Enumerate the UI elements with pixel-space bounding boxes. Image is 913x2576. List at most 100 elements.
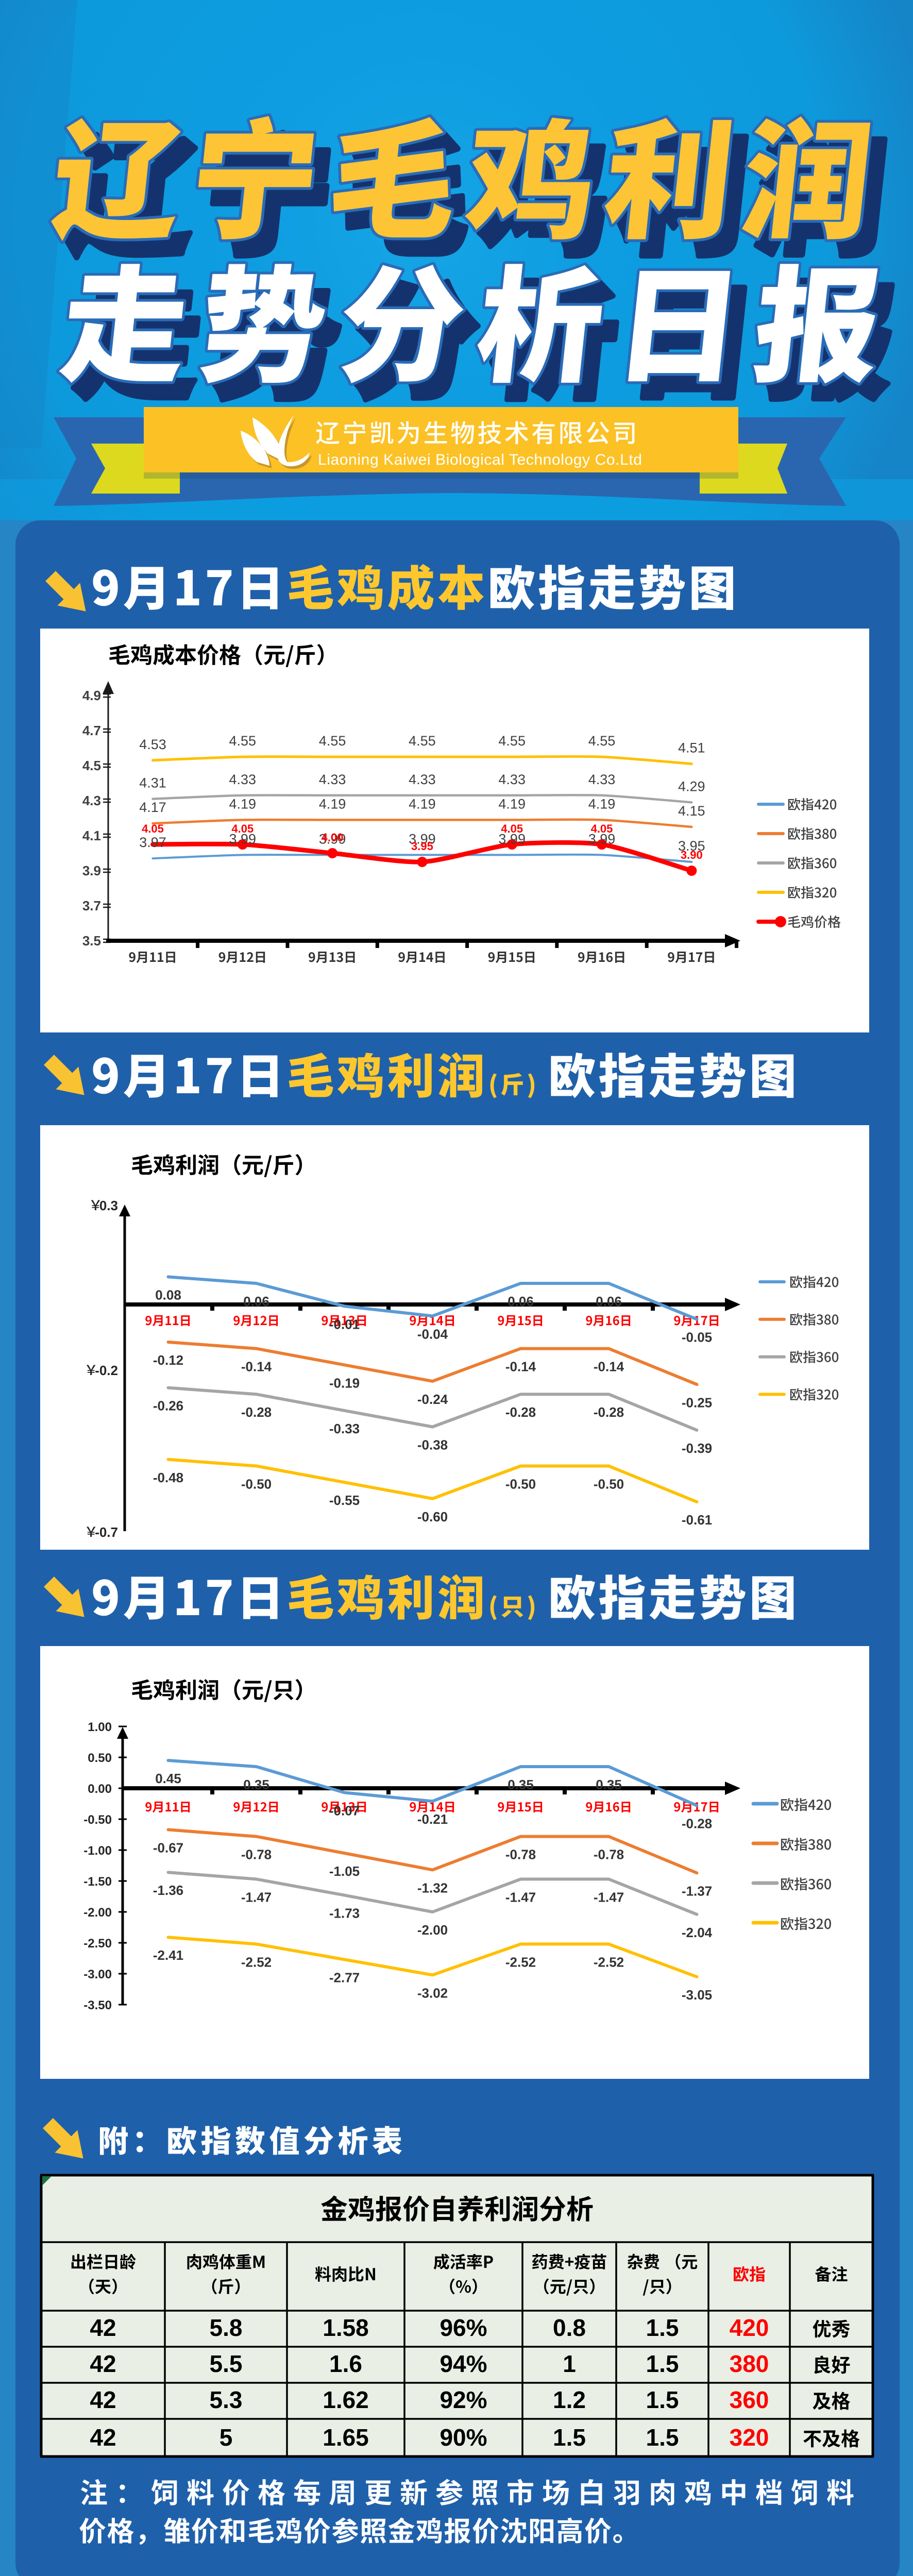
svg-text:4.19: 4.19 [229, 796, 257, 811]
svg-text:4.33: 4.33 [588, 772, 616, 787]
svg-text:4.55: 4.55 [229, 733, 257, 749]
svg-text:-0.50: -0.50 [594, 1477, 624, 1492]
svg-text:-0.50: -0.50 [505, 1477, 536, 1492]
svg-text:0.06: 0.06 [243, 1294, 269, 1309]
svg-text:0.06: 0.06 [596, 1294, 622, 1309]
svg-text:-0.21: -0.21 [417, 1811, 448, 1827]
svg-text:5.5: 5.5 [210, 2350, 243, 2377]
svg-text:4.33: 4.33 [229, 772, 257, 787]
svg-text:-0.25: -0.25 [682, 1395, 712, 1410]
svg-text:3.99: 3.99 [588, 831, 616, 846]
svg-text:3.99: 3.99 [229, 831, 257, 846]
svg-text:-1.00: -1.00 [83, 1844, 112, 1858]
svg-text:-2.52: -2.52 [241, 1954, 272, 1970]
svg-text:-0.28: -0.28 [505, 1404, 536, 1420]
svg-text:-0.78: -0.78 [241, 1847, 272, 1862]
svg-text:0.8: 0.8 [553, 2314, 586, 2341]
svg-text:0.06: 0.06 [508, 1294, 534, 1309]
svg-text:-0.2: -0.2 [95, 1363, 118, 1378]
svg-text:-0.19: -0.19 [329, 1375, 360, 1391]
svg-text:4.3: 4.3 [82, 793, 101, 808]
svg-text:3.7: 3.7 [82, 898, 101, 913]
svg-text:1.5: 1.5 [646, 2386, 679, 2413]
svg-text:1.2: 1.2 [553, 2386, 586, 2413]
svg-text:4.33: 4.33 [409, 772, 436, 787]
svg-text:3.9: 3.9 [82, 863, 101, 878]
svg-text:4.53: 4.53 [139, 737, 166, 752]
svg-text:Liaoning Kaiwei Biological Tec: Liaoning Kaiwei Biological Technology Co… [318, 451, 643, 468]
svg-text:4.33: 4.33 [498, 772, 526, 787]
svg-text:-1.47: -1.47 [594, 1889, 624, 1905]
svg-text:3.99: 3.99 [409, 831, 436, 846]
svg-text:-0.55: -0.55 [329, 1493, 360, 1508]
svg-text:4.19: 4.19 [498, 796, 526, 811]
svg-text:92%: 92% [439, 2386, 487, 2413]
svg-text:1.00: 1.00 [88, 1720, 112, 1734]
svg-text:3.5: 3.5 [82, 933, 101, 948]
svg-text:3.95: 3.95 [411, 840, 433, 853]
svg-text:-2.04: -2.04 [682, 1925, 713, 1940]
svg-text:5: 5 [219, 2424, 233, 2451]
svg-text:-3.05: -3.05 [682, 1987, 712, 2003]
svg-text:-2.50: -2.50 [83, 1937, 112, 1951]
svg-text:-1.50: -1.50 [83, 1875, 112, 1889]
svg-text:4.7: 4.7 [82, 723, 101, 738]
svg-text:1.6: 1.6 [329, 2350, 362, 2377]
svg-text:-0.24: -0.24 [417, 1392, 448, 1407]
svg-text:90%: 90% [439, 2424, 487, 2451]
svg-text:-0.14: -0.14 [505, 1359, 536, 1375]
svg-text:-0.38: -0.38 [417, 1437, 448, 1453]
svg-text:-0.50: -0.50 [241, 1477, 272, 1492]
svg-text:-0.61: -0.61 [682, 1512, 712, 1528]
svg-text:-1.47: -1.47 [241, 1889, 272, 1905]
svg-text:-0.26: -0.26 [153, 1398, 183, 1414]
svg-text:4.5: 4.5 [82, 758, 101, 773]
svg-text:1.5: 1.5 [646, 2424, 679, 2451]
svg-text:4.19: 4.19 [409, 796, 436, 811]
svg-text:0.00: 0.00 [88, 1782, 112, 1796]
svg-text:5.3: 5.3 [210, 2386, 243, 2413]
svg-text:3.99: 3.99 [498, 831, 526, 846]
svg-text:4.9: 4.9 [82, 688, 101, 703]
svg-text:-0.48: -0.48 [153, 1470, 183, 1485]
svg-text:0.45: 0.45 [155, 1771, 181, 1786]
svg-text:3.95: 3.95 [678, 838, 705, 854]
svg-text:3.90: 3.90 [681, 849, 703, 861]
svg-text:-2.52: -2.52 [594, 1954, 624, 1970]
svg-text:-1.32: -1.32 [417, 1880, 448, 1895]
svg-text:-3.00: -3.00 [83, 1968, 112, 1981]
svg-text:0.50: 0.50 [88, 1751, 112, 1765]
svg-text:5.8: 5.8 [210, 2314, 243, 2341]
svg-text:4.19: 4.19 [319, 796, 346, 811]
svg-text:1.58: 1.58 [323, 2314, 369, 2341]
svg-text:-0.60: -0.60 [417, 1509, 448, 1524]
svg-text:-0.12: -0.12 [153, 1352, 183, 1368]
svg-text:4.55: 4.55 [588, 733, 616, 749]
svg-text:-1.47: -1.47 [505, 1889, 536, 1905]
svg-text:4.19: 4.19 [588, 796, 616, 811]
svg-text:380: 380 [730, 2350, 769, 2377]
svg-text:-0.28: -0.28 [682, 1816, 712, 1832]
svg-text:4.51: 4.51 [678, 740, 705, 756]
svg-text:-2.77: -2.77 [329, 1970, 360, 1985]
svg-text:-0.14: -0.14 [241, 1359, 272, 1375]
svg-text:-0.78: -0.78 [505, 1847, 536, 1862]
svg-text:4.55: 4.55 [409, 733, 436, 749]
svg-text:-0.01: -0.01 [329, 1316, 360, 1332]
svg-text:96%: 96% [439, 2314, 487, 2341]
svg-text:1: 1 [563, 2350, 576, 2377]
svg-text:-0.14: -0.14 [594, 1359, 624, 1375]
svg-text:42: 42 [90, 2314, 116, 2341]
svg-text:0.35: 0.35 [508, 1777, 534, 1792]
svg-text:0.08: 0.08 [155, 1287, 181, 1302]
svg-text:-0.50: -0.50 [83, 1813, 112, 1827]
svg-text:-1.36: -1.36 [153, 1883, 183, 1898]
svg-text:-3.50: -3.50 [83, 1998, 112, 2012]
svg-text:1.5: 1.5 [646, 2350, 679, 2377]
svg-text:4.1: 4.1 [82, 828, 101, 843]
svg-text:0.35: 0.35 [596, 1777, 622, 1792]
svg-text:-2.00: -2.00 [417, 1922, 448, 1938]
svg-text:4.17: 4.17 [139, 800, 166, 815]
svg-text:4.15: 4.15 [678, 803, 705, 819]
svg-text:-2.52: -2.52 [505, 1954, 536, 1970]
